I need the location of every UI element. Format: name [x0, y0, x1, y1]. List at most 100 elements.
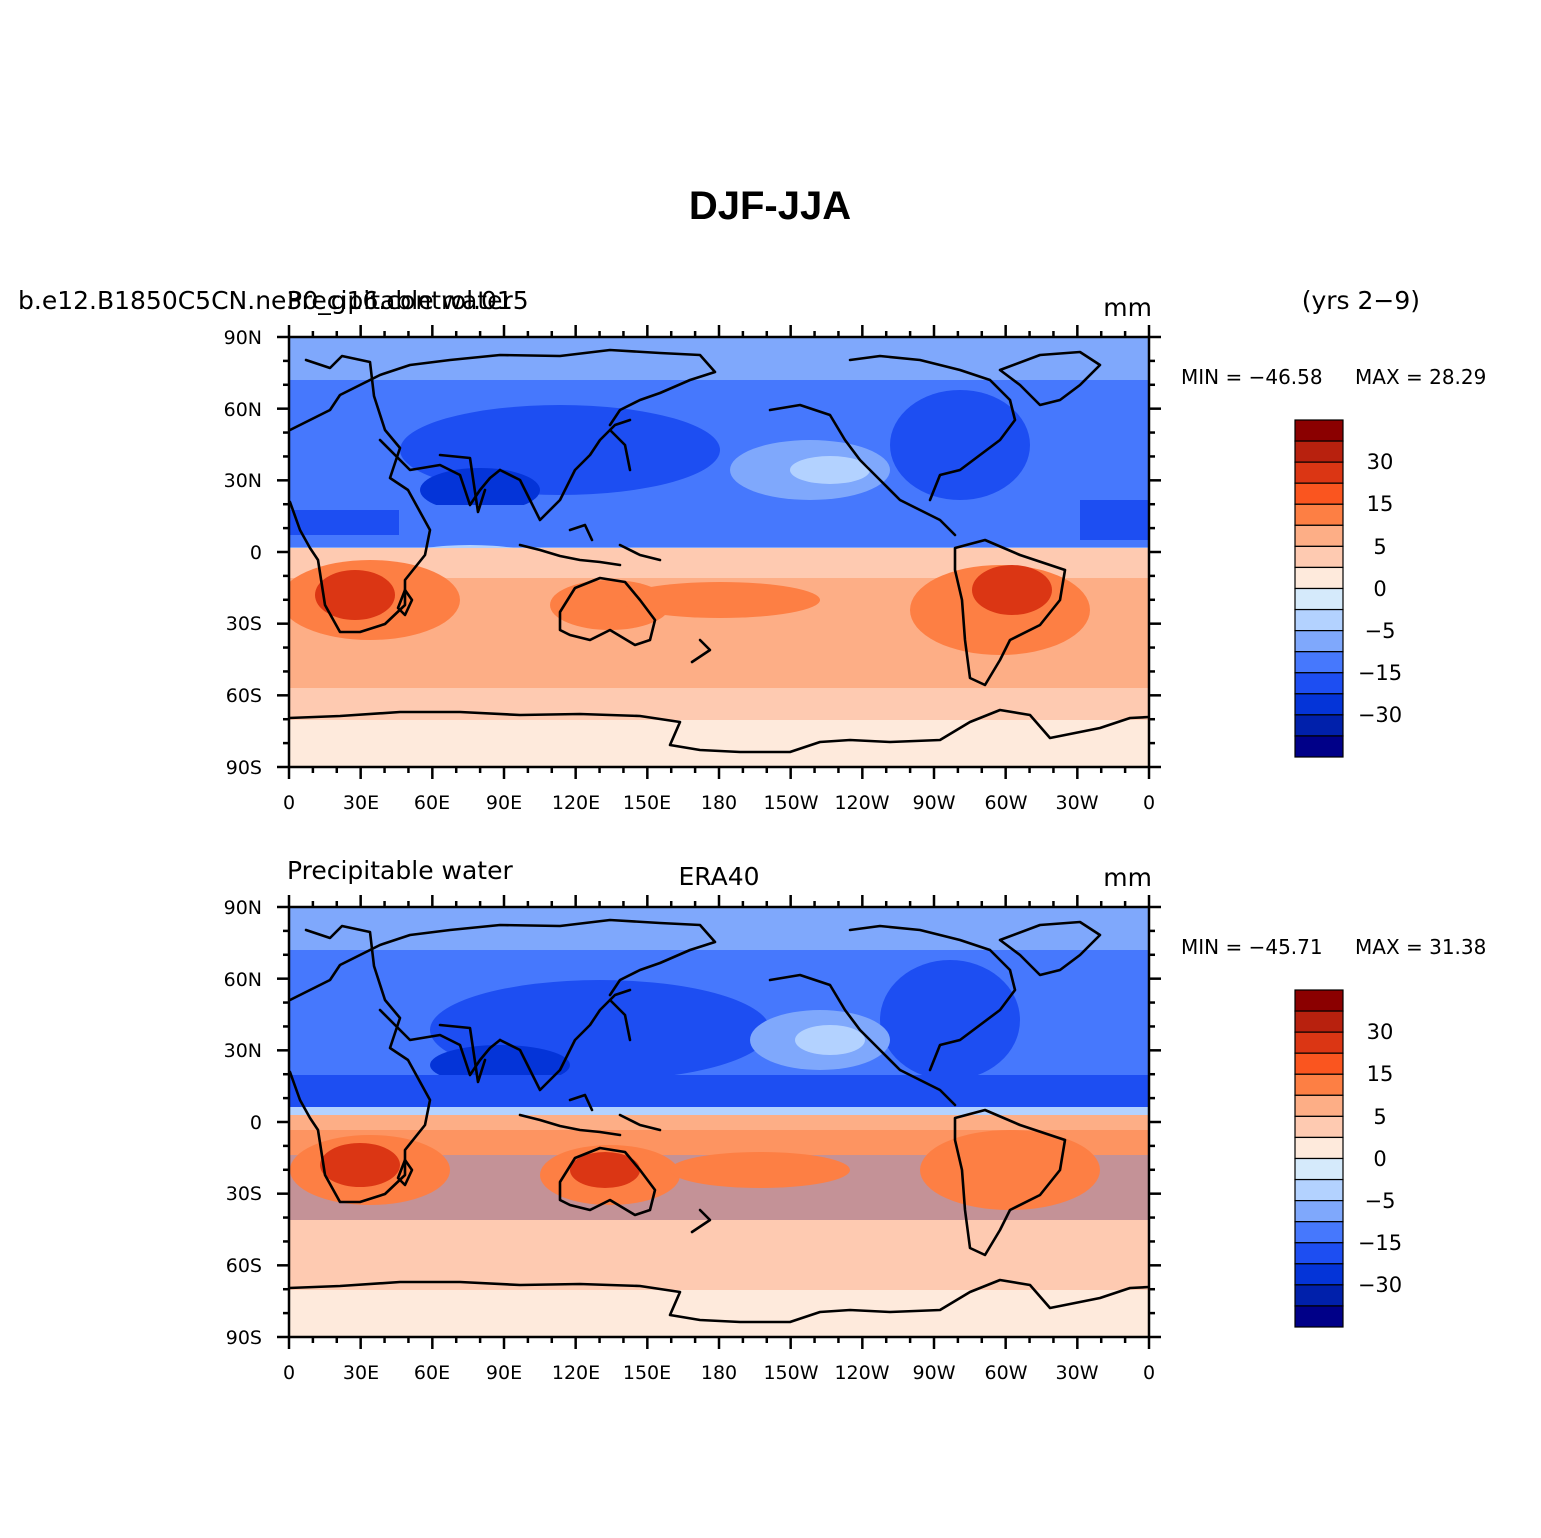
x-tick-label: 90W	[913, 1362, 956, 1384]
colorbar-box	[1294, 1157, 1344, 1181]
x-tick-label: 30E	[343, 792, 379, 814]
colorbar-box	[1294, 1031, 1344, 1054]
colorbar-label: 0	[1373, 577, 1386, 601]
colorbar	[1294, 989, 1344, 1328]
colorbar-box	[1294, 714, 1344, 737]
colorbar-label: −5	[1365, 619, 1396, 643]
panel-variable-title: Precipitable water	[287, 856, 513, 885]
colorbar-label: −5	[1365, 1189, 1396, 1213]
y-tick-label: 30N	[224, 470, 262, 492]
colorbar-box	[1294, 1284, 1344, 1307]
colorbar-box	[1294, 587, 1344, 611]
y-axis: 90N 60N 30N 0 30S 60S 90S	[224, 897, 262, 1349]
colorbar-box	[1294, 440, 1344, 463]
colorbar-label: 30	[1367, 450, 1394, 474]
colorbar-box	[1294, 1221, 1344, 1244]
x-tick-label: 60W	[985, 792, 1028, 814]
x-tick-label: 0	[1143, 1362, 1155, 1384]
colorbar-box	[1294, 608, 1344, 632]
contour-field	[289, 907, 1149, 1337]
colorbar-label: 5	[1373, 535, 1386, 559]
colorbar-box	[1294, 1178, 1344, 1202]
x-tick-label: 60W	[985, 1362, 1028, 1384]
min-value: MIN = −45.71	[1181, 935, 1323, 959]
colorbar-box	[1294, 693, 1344, 716]
colorbar-label: −30	[1358, 703, 1402, 727]
x-tick-label: 180	[701, 792, 737, 814]
colorbar-box	[1294, 1115, 1344, 1139]
x-tick-label: 0	[1143, 792, 1155, 814]
y-tick-label: 90S	[226, 757, 262, 779]
colorbar-box	[1294, 1052, 1344, 1075]
panel-case-title: b.e12.B1850C5CN.ne30_g16.control.015	[18, 286, 529, 315]
y-tick-label: 90N	[224, 327, 262, 349]
x-tick-label: 0	[283, 1362, 295, 1384]
colorbar-label: 5	[1373, 1105, 1386, 1129]
panel-center-title: ERA40	[678, 862, 759, 891]
x-axis: 0 30E 60E 90E 120E 150E 180 150W 120W 90…	[283, 792, 1155, 814]
panel-units: mm	[1103, 863, 1152, 892]
colorbar-box	[1294, 651, 1344, 674]
colorbar-box	[1294, 1200, 1344, 1223]
x-tick-label: 120W	[834, 792, 889, 814]
min-value: MIN = −46.58	[1181, 365, 1323, 389]
y-tick-label: 60S	[226, 1255, 262, 1277]
colorbar-box	[1294, 735, 1344, 758]
x-tick-label: 150W	[763, 792, 818, 814]
tick-marks	[277, 325, 1161, 779]
x-tick-label: 60E	[414, 1362, 450, 1384]
y-tick-label: 30S	[226, 1183, 262, 1205]
x-tick-label: 60E	[414, 792, 450, 814]
x-tick-label: 120E	[552, 792, 600, 814]
panel-observations: Precipitable water ERA40 mm	[224, 856, 1487, 1384]
x-tick-label: 90E	[486, 1362, 522, 1384]
x-tick-label: 150W	[763, 1362, 818, 1384]
colorbar-label: −30	[1358, 1273, 1402, 1297]
x-tick-label: 90E	[486, 792, 522, 814]
colorbar-label: −15	[1358, 661, 1402, 685]
x-tick-label: 30W	[1056, 1362, 1099, 1384]
y-tick-label: 90N	[224, 897, 262, 919]
x-tick-label: 0	[283, 792, 295, 814]
y-tick-label: 30N	[224, 1040, 262, 1062]
y-tick-label: 60N	[224, 969, 262, 991]
colorbar-box	[1294, 1094, 1344, 1117]
colorbar-box	[1294, 461, 1344, 484]
x-tick-label: 150E	[623, 1362, 671, 1384]
panel-model: b.e12.B1850C5CN.ne30_g16.control.015 Pre…	[18, 286, 1486, 814]
colorbar-box	[1294, 989, 1344, 1012]
x-tick-label: 30W	[1056, 792, 1099, 814]
colorbar-box	[1294, 1305, 1344, 1328]
colorbar	[1294, 419, 1344, 758]
max-value: MAX = 31.38	[1355, 935, 1486, 959]
x-tick-label: 30E	[343, 1362, 379, 1384]
x-tick-label: 150E	[623, 792, 671, 814]
x-tick-label: 120W	[834, 1362, 889, 1384]
colorbar-box	[1294, 566, 1344, 590]
tick-marks	[277, 895, 1161, 1349]
x-tick-label: 120E	[552, 1362, 600, 1384]
x-tick-label: 90W	[913, 792, 956, 814]
panel-units: mm	[1103, 293, 1152, 322]
max-value: MAX = 28.29	[1355, 365, 1486, 389]
x-tick-label: 180	[701, 1362, 737, 1384]
colorbar-label: 0	[1373, 1147, 1386, 1171]
colorbar-box	[1294, 1073, 1344, 1096]
panel-variable-title-overprint: Precipitable water	[287, 286, 513, 315]
y-axis: 90N 60N 30N 0 30S 60S 90S	[224, 327, 262, 779]
colorbar-label: 15	[1367, 492, 1394, 516]
y-tick-label: 90S	[226, 1327, 262, 1349]
colorbar-label: −15	[1358, 1231, 1402, 1255]
y-tick-label: 30S	[226, 613, 262, 635]
colorbar-label: 15	[1367, 1062, 1394, 1086]
colorbar-box	[1294, 524, 1344, 547]
y-tick-label: 60S	[226, 685, 262, 707]
colorbar-box	[1294, 1242, 1344, 1265]
colorbar-box	[1294, 630, 1344, 653]
colorbar-box	[1294, 419, 1344, 442]
colorbar-box	[1294, 482, 1344, 505]
colorbar-box	[1294, 545, 1344, 569]
figure-title: DJF-JJA	[689, 184, 851, 228]
panel-period: (yrs 2−9)	[1302, 286, 1420, 315]
